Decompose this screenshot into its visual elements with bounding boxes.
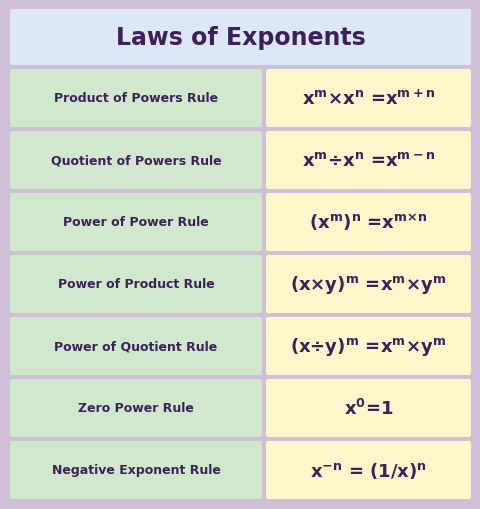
FancyBboxPatch shape (265, 256, 470, 314)
Text: (x×y)$^{\mathbf{m}}$ =x$^{\mathbf{m}}$×y$^{\mathbf{m}}$: (x×y)$^{\mathbf{m}}$ =x$^{\mathbf{m}}$×y… (290, 273, 446, 295)
Text: (x÷y)$^{\mathbf{m}}$ =x$^{\mathbf{m}}$×y$^{\mathbf{m}}$: (x÷y)$^{\mathbf{m}}$ =x$^{\mathbf{m}}$×y… (290, 335, 446, 357)
FancyBboxPatch shape (10, 256, 262, 314)
Text: x$^{\mathbf{m}}$÷x$^{\mathbf{n}}$ =x$^{\mathbf{m-n}}$: x$^{\mathbf{m}}$÷x$^{\mathbf{n}}$ =x$^{\… (301, 152, 434, 169)
Text: Power of Quotient Rule: Power of Quotient Rule (54, 340, 217, 353)
Text: Product of Powers Rule: Product of Powers Rule (54, 92, 217, 105)
FancyBboxPatch shape (10, 70, 262, 128)
Text: Negative Exponent Rule: Negative Exponent Rule (51, 464, 220, 476)
Text: Zero Power Rule: Zero Power Rule (78, 402, 193, 415)
Text: (x$^{\mathbf{m}}$)$^{\mathbf{n}}$ =x$^{\mathbf{m×n}}$: (x$^{\mathbf{m}}$)$^{\mathbf{n}}$ =x$^{\… (309, 212, 427, 233)
FancyBboxPatch shape (10, 10, 470, 66)
FancyBboxPatch shape (265, 441, 470, 499)
Text: x$^{\mathbf{m}}$×x$^{\mathbf{n}}$ =x$^{\mathbf{m+n}}$: x$^{\mathbf{m}}$×x$^{\mathbf{n}}$ =x$^{\… (301, 89, 434, 108)
FancyBboxPatch shape (10, 193, 262, 251)
Text: x$^{\mathbf{-n}}$ = (1/x)$^{\mathbf{n}}$: x$^{\mathbf{-n}}$ = (1/x)$^{\mathbf{n}}$ (310, 460, 426, 480)
Text: Power of Product Rule: Power of Product Rule (58, 278, 214, 291)
Text: Quotient of Powers Rule: Quotient of Powers Rule (50, 154, 221, 167)
FancyBboxPatch shape (265, 318, 470, 375)
FancyBboxPatch shape (10, 132, 262, 190)
Text: x$^{\mathbf{0}}$=1: x$^{\mathbf{0}}$=1 (343, 398, 392, 418)
FancyBboxPatch shape (10, 379, 262, 437)
Text: Power of Power Rule: Power of Power Rule (63, 216, 208, 229)
FancyBboxPatch shape (265, 193, 470, 251)
FancyBboxPatch shape (10, 318, 262, 375)
FancyBboxPatch shape (265, 70, 470, 128)
Text: Laws of Exponents: Laws of Exponents (115, 26, 365, 50)
FancyBboxPatch shape (10, 441, 262, 499)
FancyBboxPatch shape (265, 379, 470, 437)
FancyBboxPatch shape (265, 132, 470, 190)
